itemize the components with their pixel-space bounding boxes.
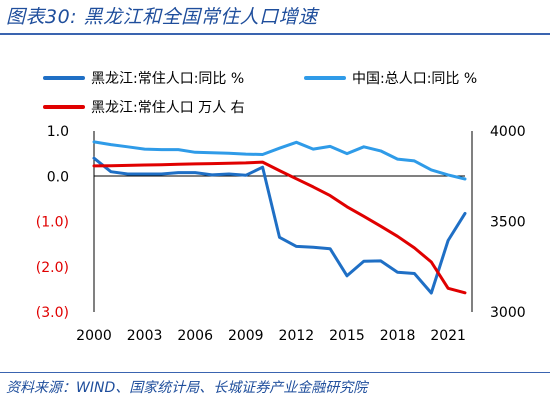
legend-label: 中国:总人口:同比 % — [352, 71, 477, 87]
x-tick-label: 2015 — [329, 328, 365, 344]
y-left-tick-label: 1.0 — [47, 124, 69, 140]
x-tick-label: 2021 — [430, 328, 466, 344]
y-left-tick-label: (2.0) — [36, 260, 69, 276]
series-line-2 — [92, 140, 467, 181]
source-note: 资料来源：WIND、国家统计局、长城证券产业金融研究院 — [6, 380, 368, 396]
x-tick-label: 2000 — [76, 328, 112, 344]
y-right-tick-label: 3500 — [490, 215, 526, 231]
legend-label: 黑龙江:常住人口:同比 % — [91, 71, 244, 87]
y-left-tick-label: (1.0) — [36, 215, 69, 231]
x-tick-label: 2018 — [380, 328, 416, 344]
axes — [93, 131, 473, 312]
title-divider — [0, 33, 550, 35]
y-right-tick-label: 3000 — [490, 305, 526, 321]
legend-label: 黑龙江:常住人口 万人 右 — [91, 100, 245, 116]
x-tick-label: 2009 — [228, 328, 264, 344]
y-right-tick-label: 4000 — [490, 124, 526, 140]
y-left-tick-label: (3.0) — [36, 305, 69, 321]
y-left-tick-label: 0.0 — [47, 169, 69, 185]
source-divider — [0, 372, 550, 373]
x-tick-label: 2006 — [177, 328, 213, 344]
series-line-3 — [92, 160, 467, 295]
x-tick-label: 2003 — [127, 328, 163, 344]
tick-labels: 2000 2003 2006 2009 2012 2015 2018 2021 1.0 0.0 (1… — [36, 124, 526, 344]
x-tick-label: 2012 — [279, 328, 315, 344]
chart-legend: 黑龙江:常住人口:同比 % 中国:总人口:同比 % 黑龙江:常住人口 万人 右 — [43, 71, 477, 116]
series-lines — [92, 140, 467, 295]
chart-title: 图表30: 黑龙江和全国常住人口增速 — [6, 6, 318, 28]
series-line-1 — [92, 156, 467, 295]
